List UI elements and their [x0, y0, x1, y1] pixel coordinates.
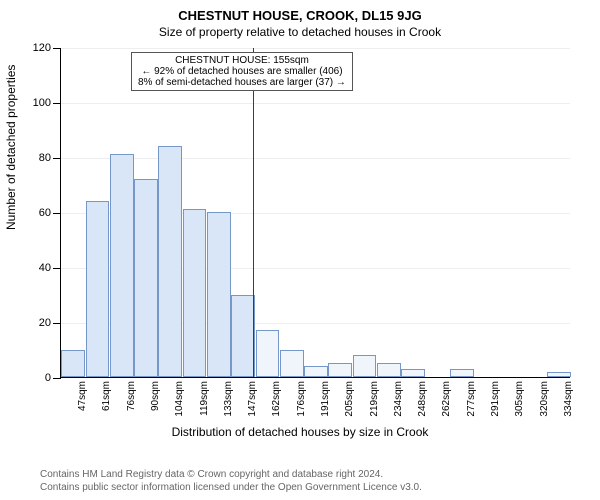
- chart-container: { "title": "CHESTNUT HOUSE, CROOK, DL15 …: [0, 0, 600, 500]
- x-tick-label: 191sqm: [320, 381, 331, 417]
- annotation-box: CHESTNUT HOUSE: 155sqm ← 92% of detached…: [131, 52, 353, 91]
- annotation-line3: 8% of semi-detached houses are larger (3…: [138, 77, 346, 88]
- histogram-bar: [231, 295, 255, 378]
- gridline: [61, 103, 570, 104]
- histogram-bar: [183, 209, 207, 377]
- y-tick: [53, 103, 61, 104]
- y-tick-label: 40: [39, 262, 51, 274]
- y-tick-label: 60: [39, 207, 51, 219]
- x-tick-label: 119sqm: [199, 381, 210, 416]
- x-tick-label: 90sqm: [150, 381, 161, 411]
- y-tick-label: 20: [39, 317, 51, 329]
- x-tick-label: 76sqm: [126, 381, 137, 411]
- x-tick-label: 320sqm: [539, 381, 550, 417]
- plot-area: 02040608010012047sqm61sqm76sqm90sqm104sq…: [60, 48, 570, 378]
- y-tick: [53, 268, 61, 269]
- x-tick-label: 133sqm: [223, 381, 234, 417]
- y-axis-label: Number of detached properties: [4, 65, 18, 230]
- x-axis-label: Distribution of detached houses by size …: [0, 425, 600, 439]
- x-tick-label: 262sqm: [441, 381, 452, 417]
- x-tick-label: 219sqm: [369, 381, 380, 417]
- histogram-bar: [256, 330, 280, 377]
- x-tick-label: 205sqm: [344, 381, 355, 417]
- histogram-bar: [280, 350, 304, 378]
- histogram-bar: [207, 212, 231, 377]
- gridline: [61, 158, 570, 159]
- footer-line1: Contains HM Land Registry data © Crown c…: [40, 468, 422, 481]
- histogram-bar: [401, 369, 425, 377]
- x-tick-label: 334sqm: [563, 381, 574, 417]
- histogram-bar: [377, 363, 401, 377]
- chart-footer: Contains HM Land Registry data © Crown c…: [40, 468, 422, 494]
- y-tick-label: 100: [33, 97, 51, 109]
- x-tick-label: 162sqm: [271, 381, 282, 417]
- chart-title: CHESTNUT HOUSE, CROOK, DL15 9JG: [0, 0, 600, 23]
- y-tick-label: 120: [33, 42, 51, 54]
- x-tick-label: 61sqm: [101, 381, 112, 411]
- histogram-bar: [450, 369, 474, 377]
- chart-subtitle: Size of property relative to detached ho…: [0, 23, 600, 39]
- x-tick-label: 291sqm: [490, 381, 501, 417]
- y-tick: [53, 213, 61, 214]
- histogram-bar: [353, 355, 377, 377]
- histogram-bar: [61, 350, 85, 378]
- x-tick-label: 234sqm: [393, 381, 404, 417]
- histogram-bar: [328, 363, 352, 377]
- footer-line2: Contains public sector information licen…: [40, 481, 422, 494]
- reference-line: [253, 48, 254, 377]
- annotation-line1: CHESTNUT HOUSE: 155sqm: [138, 55, 346, 66]
- annotation-line2: ← 92% of detached houses are smaller (40…: [138, 66, 346, 77]
- x-tick-label: 147sqm: [247, 381, 258, 417]
- histogram-bar: [158, 146, 182, 377]
- y-tick: [53, 158, 61, 159]
- x-tick-label: 277sqm: [466, 381, 477, 417]
- histogram-bar: [134, 179, 158, 377]
- histogram-bar: [547, 372, 571, 378]
- y-tick-label: 80: [39, 152, 51, 164]
- y-tick: [53, 48, 61, 49]
- x-tick-label: 176sqm: [296, 381, 307, 417]
- gridline: [61, 48, 570, 49]
- y-tick: [53, 378, 61, 379]
- y-tick-label: 0: [45, 372, 51, 384]
- x-tick-label: 47sqm: [77, 381, 88, 411]
- histogram-bar: [304, 366, 328, 377]
- x-tick-label: 104sqm: [174, 381, 185, 417]
- histogram-bar: [86, 201, 110, 377]
- x-tick-label: 248sqm: [417, 381, 428, 417]
- histogram-bar: [110, 154, 134, 377]
- y-tick: [53, 323, 61, 324]
- x-tick-label: 305sqm: [514, 381, 525, 417]
